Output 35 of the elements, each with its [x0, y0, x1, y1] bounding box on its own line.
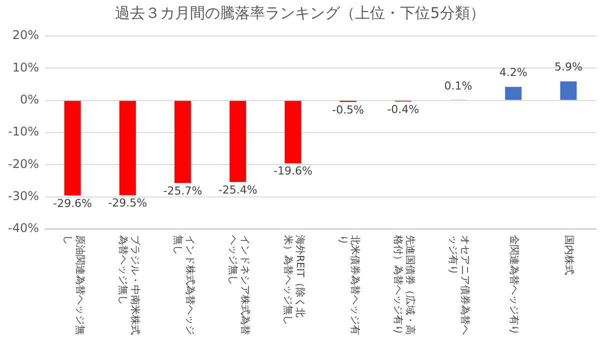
data-label: 4.2%: [499, 66, 528, 80]
y-tick-label: -30%: [8, 188, 39, 203]
data-label: -25.4%: [218, 183, 258, 196]
data-label: 0.1%: [444, 79, 472, 92]
data-label: -19.6%: [273, 164, 312, 178]
data-label: -0.5%: [332, 103, 364, 116]
data-label: 5.9%: [554, 60, 582, 74]
bar: [284, 100, 302, 164]
y-tick-label: 10%: [12, 60, 39, 74]
x-tick-label: 原油関連為替ヘッジ無し: [60, 235, 85, 337]
x-tick-label: 海外REIT（除く北米）為替ヘッジ無し: [280, 235, 305, 327]
x-tick-label: インドネシア株式為替ヘッジ無し: [226, 235, 250, 337]
bar: [560, 81, 577, 100]
y-tick-label: -40%: [8, 221, 39, 236]
bar: [230, 100, 246, 182]
bar: [174, 100, 192, 183]
x-tick-label: 先進国債券（広域・高格付）為替ヘッジ有り: [391, 235, 416, 337]
x-tick-label: インド株式為替ヘッジ無し: [170, 235, 195, 337]
data-label: -29.6%: [53, 196, 92, 210]
chart-title: 過去３カ月間の騰落率ランキング（上位・下位5分類）: [114, 4, 486, 23]
bar: [64, 100, 81, 196]
y-tick-label: 0%: [20, 92, 39, 106]
y-tick-label: -10%: [8, 124, 39, 139]
data-label: -0.4%: [387, 102, 420, 116]
y-tick-label: 20%: [12, 28, 39, 42]
x-tick-label: 金関連為替ヘッジ有り: [507, 235, 520, 335]
x-tick-label: 国内株式: [562, 235, 574, 275]
bar: [505, 86, 522, 100]
bar: [119, 100, 136, 196]
data-label: -25.7%: [163, 184, 202, 198]
x-tick-label: 北米債券為替ヘッジ有り: [336, 235, 360, 337]
y-tick-label: -20%: [8, 156, 39, 171]
x-tick-label: ブラジル・中南米株式為替ヘッジ無し: [116, 235, 140, 337]
data-label: -29.5%: [108, 196, 148, 210]
x-tick-label: オセアニア債券為替ヘッジ有り: [446, 235, 470, 337]
